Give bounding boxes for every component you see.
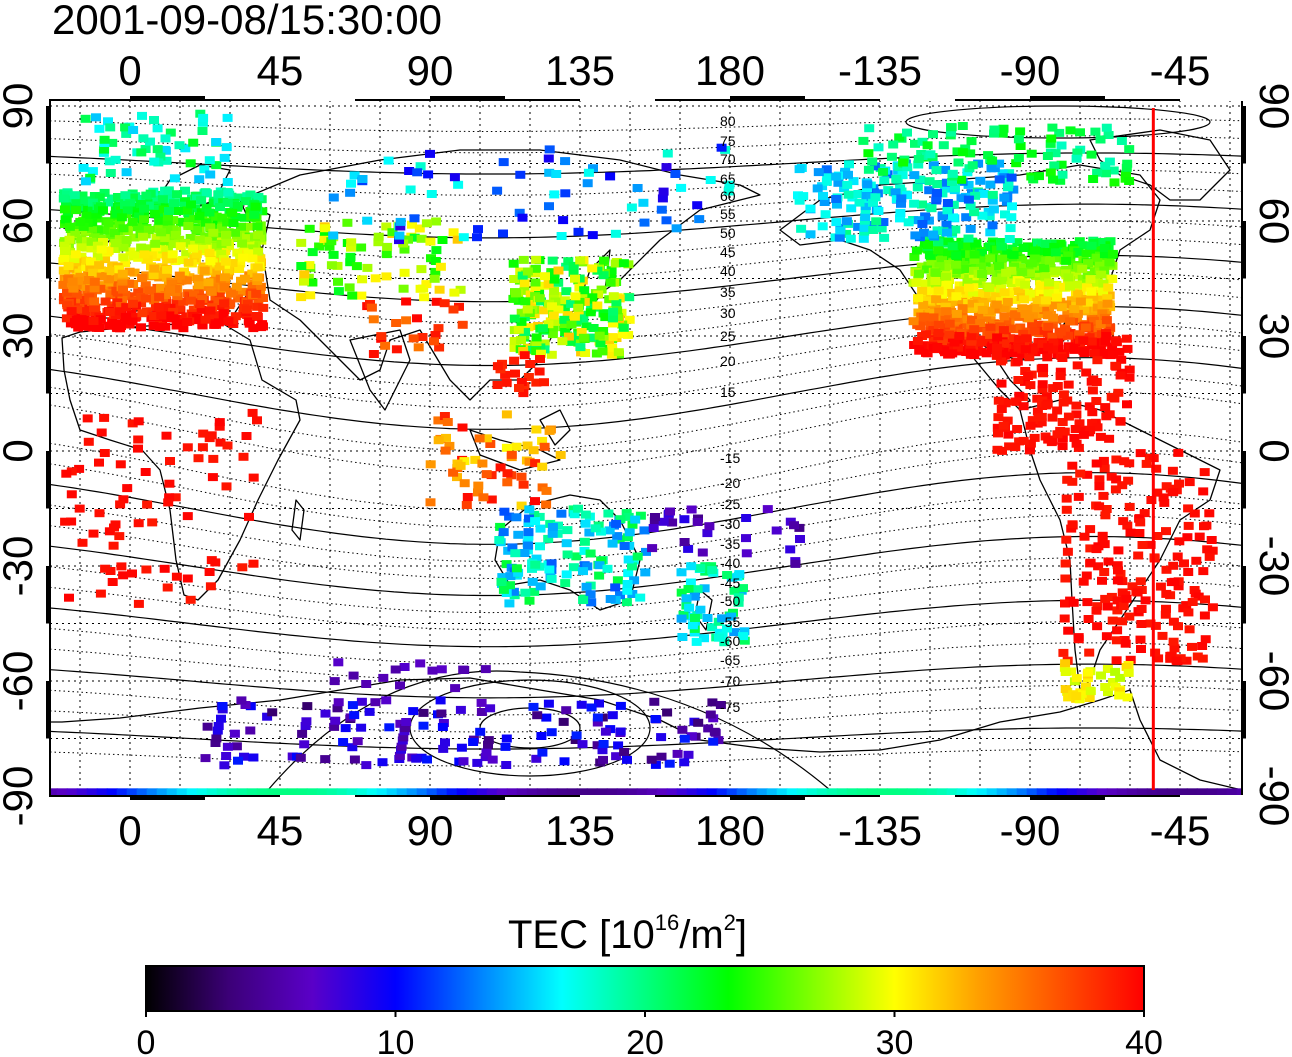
contour-label: 15: [720, 384, 736, 400]
contour-label: -15: [720, 450, 740, 466]
contour-label: 50: [720, 225, 736, 241]
colorbar: [145, 965, 1145, 1012]
bottom-longitude-axis: 0 45 90 135 180 -135 -90 -45: [118, 807, 1210, 854]
left-lat-tick-label: -60: [0, 651, 41, 712]
contour-label: -25: [720, 496, 740, 512]
contour-label: 80: [720, 113, 736, 129]
contour-label: -60: [720, 633, 740, 649]
timestamp-title: 2001-09-08/15:30:00: [52, 0, 442, 43]
bottom-lon-tick-label: 90: [407, 807, 454, 854]
colorbar-title-unit-exponent: 2: [724, 910, 736, 935]
tec-data-cells: [50, 109, 1242, 796]
bottom-lon-tick-label: 0: [118, 807, 141, 854]
contour-label: -65: [720, 652, 740, 668]
contour-label: -55: [720, 614, 740, 630]
left-lat-tick-label: 90: [0, 83, 41, 130]
colorbar-title: TEC [1016/m2]: [508, 910, 747, 957]
colorbar-title-suffix: ]: [736, 913, 747, 957]
right-lat-tick-label: 0: [1251, 439, 1292, 462]
bottom-lon-tick-label: 135: [545, 807, 615, 854]
bottom-lon-tick-label: -135: [838, 807, 922, 854]
colorbar-tick-label: 20: [626, 1024, 664, 1057]
contour-label: -75: [720, 699, 740, 715]
contour-label: 40: [720, 263, 736, 279]
colorbar-tick-label: 10: [377, 1024, 415, 1057]
contour-label: -35: [720, 536, 740, 552]
contour-label: 65: [720, 171, 736, 187]
right-latitude-axis: 90 60 30 0 -30 -60 -90: [1251, 83, 1292, 827]
contour-label: 75: [720, 133, 736, 149]
contour-label: -40: [720, 555, 740, 571]
colorbar-tick-label: 40: [1125, 1024, 1163, 1057]
colorbar-tick-label: 30: [876, 1024, 914, 1057]
frame-ticks: [46, 96, 1255, 800]
contour-label: 45: [720, 244, 736, 260]
right-lat-tick-label: 90: [1251, 83, 1292, 130]
right-lat-tick-label: 30: [1251, 313, 1292, 360]
left-lat-tick-label: 0: [0, 439, 41, 462]
bottom-lon-tick-label: -45: [1150, 807, 1211, 854]
colorbar-title-prefix: TEC [10: [508, 913, 655, 957]
colorbar-tick-label: 0: [137, 1024, 156, 1057]
contour-label: 25: [720, 328, 736, 344]
contour-label: 70: [720, 151, 736, 167]
contour-label: 35: [720, 284, 736, 300]
top-lon-tick-label: -90: [1000, 47, 1061, 94]
contour-label: -70: [720, 673, 740, 689]
top-longitude-axis: 0 45 90 135 180 -135 -90 -45: [118, 47, 1210, 94]
right-lat-tick-label: -30: [1251, 536, 1292, 597]
contour-label: 60: [720, 188, 736, 204]
bottom-lon-tick-label: -90: [1000, 807, 1061, 854]
bottom-lon-tick-label: 45: [257, 807, 304, 854]
contour-label: -45: [720, 575, 740, 591]
top-lon-tick-label: 45: [257, 47, 304, 94]
top-lon-tick-label: -135: [838, 47, 922, 94]
colorbar-title-exponent: 16: [655, 910, 679, 935]
right-lat-tick-label: -90: [1251, 766, 1292, 827]
colorbar-title-unit: /m: [679, 913, 723, 957]
top-lon-tick-label: 0: [118, 47, 141, 94]
left-latitude-axis: 90 60 30 0 -30 -60 -90: [0, 83, 41, 827]
top-lon-tick-label: -45: [1150, 47, 1211, 94]
left-lat-tick-label: 60: [0, 198, 41, 245]
contour-label: -50: [720, 593, 740, 609]
contour-label: 55: [720, 206, 736, 222]
right-lat-tick-label: 60: [1251, 198, 1292, 245]
contour-label: -20: [720, 475, 740, 491]
contour-label: 20: [720, 353, 736, 369]
left-lat-tick-label: 30: [0, 313, 41, 360]
top-lon-tick-label: 180: [695, 47, 765, 94]
top-lon-tick-label: 135: [545, 47, 615, 94]
left-lat-tick-label: -30: [0, 536, 41, 597]
colorbar-ticks: 0 10 20 30 40: [137, 1011, 1163, 1057]
left-lat-tick-label: -90: [0, 766, 41, 827]
top-lon-tick-label: 90: [407, 47, 454, 94]
right-lat-tick-label: -60: [1251, 651, 1292, 712]
contour-label: 30: [720, 305, 736, 321]
bottom-lon-tick-label: 180: [695, 807, 765, 854]
contour-label: -30: [720, 516, 740, 532]
